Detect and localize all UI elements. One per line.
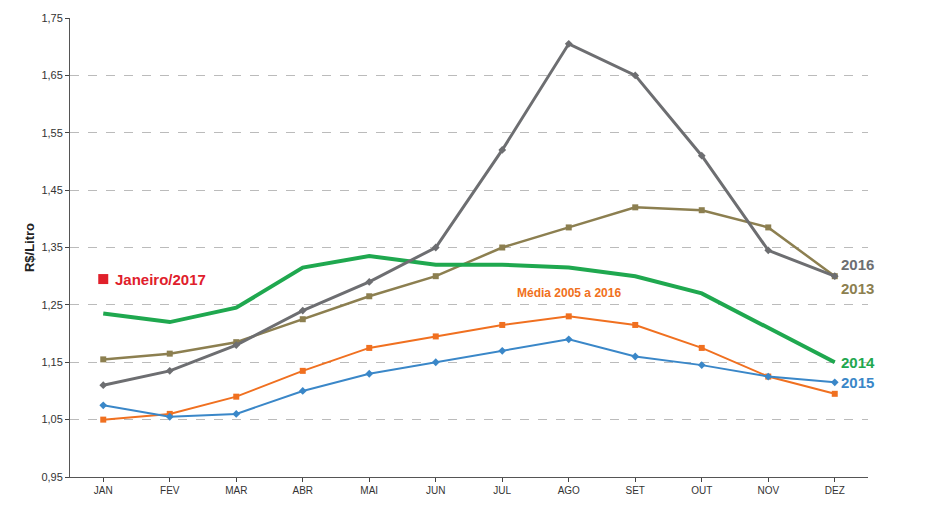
svg-text:R$/Litro: R$/Litro [22,223,37,272]
svg-text:DEZ: DEZ [825,485,845,496]
svg-text:Janeiro/2017: Janeiro/2017 [115,271,206,288]
svg-text:JUL: JUL [493,485,511,496]
svg-text:ABR: ABR [292,485,313,496]
svg-text:1,45: 1,45 [41,184,62,196]
svg-text:1,25: 1,25 [41,299,62,311]
svg-text:1,75: 1,75 [41,12,62,24]
svg-text:SET: SET [626,485,645,496]
svg-text:JAN: JAN [94,485,113,496]
svg-text:AGO: AGO [558,485,580,496]
svg-text:2013: 2013 [841,280,874,297]
svg-text:1,55: 1,55 [41,127,62,139]
svg-text:MAR: MAR [225,485,247,496]
svg-text:NOV: NOV [757,485,779,496]
svg-text:JUN: JUN [426,485,445,496]
svg-text:1,05: 1,05 [41,413,62,425]
svg-text:1,35: 1,35 [41,241,62,253]
svg-text:1,65: 1,65 [41,69,62,81]
svg-text:2015: 2015 [841,374,874,391]
svg-text:1,15: 1,15 [41,356,62,368]
svg-text:2014: 2014 [841,354,875,371]
svg-text:OUT: OUT [691,485,712,496]
svg-text:MAI: MAI [360,485,378,496]
svg-text:FEV: FEV [160,485,180,496]
svg-text:Média 2005 a 2016: Média 2005 a 2016 [517,286,621,300]
svg-text:2016: 2016 [841,256,874,273]
svg-text:0,95: 0,95 [41,471,62,483]
